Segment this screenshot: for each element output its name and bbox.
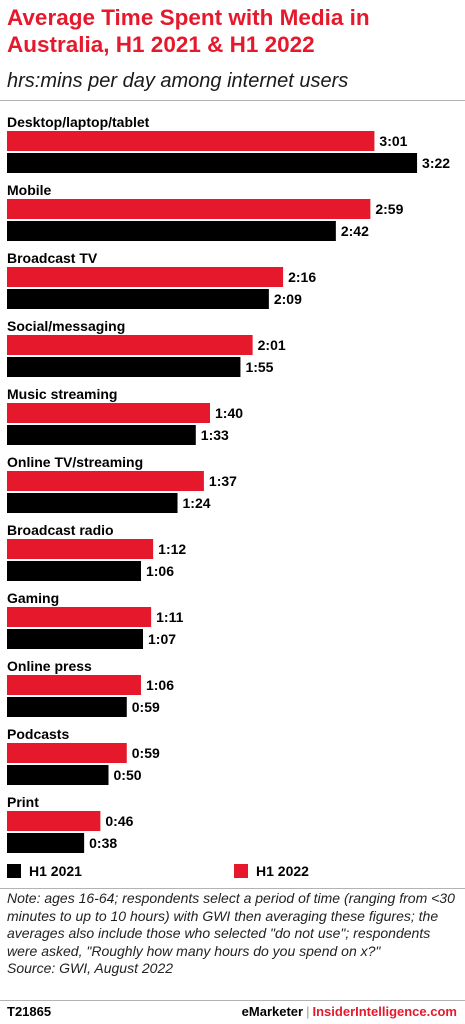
bar-h1-2021-music-streaming <box>7 425 196 445</box>
bar-h1-2022-mobile <box>7 199 371 219</box>
bar-h1-2022-music-streaming <box>7 403 210 423</box>
brand-primary: eMarketer <box>241 1004 304 1019</box>
bar-h1-2021-online-tv-streaming <box>7 493 178 513</box>
data-label-h1-2021-broadcast-tv: 2:09 <box>274 291 302 307</box>
legend-item-h1-2022: H1 2022 <box>234 862 309 880</box>
bar-h1-2021-online-press <box>7 697 127 717</box>
brand-credit: eMarketer | InsiderIntelligence.com <box>242 1004 457 1019</box>
header-divider <box>0 100 465 101</box>
legend-item-h1-2021: H1 2021 <box>7 862 82 880</box>
data-label-h1-2022-gaming: 1:11 <box>156 609 183 625</box>
data-label-h1-2021-music-streaming: 1:33 <box>201 427 229 443</box>
category-label-broadcast-tv: Broadcast TV <box>7 250 98 266</box>
data-label-h1-2021-desktop-laptop-tablet: 3:22 <box>422 155 450 171</box>
data-label-h1-2021-social-messaging: 1:55 <box>245 359 273 375</box>
category-label-desktop-laptop-tablet: Desktop/laptop/tablet <box>7 114 150 130</box>
legend-swatch-h1-2022 <box>234 864 248 878</box>
data-label-h1-2021-print: 0:38 <box>89 835 117 851</box>
data-label-h1-2021-mobile: 2:42 <box>341 223 369 239</box>
data-label-h1-2022-podcasts: 0:59 <box>132 745 160 761</box>
data-label-h1-2022-online-tv-streaming: 1:37 <box>209 473 237 489</box>
data-label-h1-2022-desktop-laptop-tablet: 3:01 <box>379 133 407 149</box>
bar-h1-2021-gaming <box>7 629 144 649</box>
brand-separator: | <box>306 1004 310 1019</box>
data-label-h1-2022-broadcast-tv: 2:16 <box>288 269 316 285</box>
category-label-mobile: Mobile <box>7 182 52 198</box>
data-label-h1-2022-online-press: 1:06 <box>146 677 174 693</box>
category-label-gaming: Gaming <box>7 590 59 606</box>
bar-h1-2022-print <box>7 811 101 831</box>
category-label-broadcast-radio: Broadcast radio <box>7 522 114 538</box>
data-label-h1-2022-mobile: 2:59 <box>375 201 403 217</box>
data-label-h1-2021-podcasts: 0:50 <box>114 767 142 783</box>
bar-h1-2022-online-press <box>7 675 141 695</box>
bar-h1-2021-social-messaging <box>7 357 241 377</box>
legend-label-h1-2021: H1 2021 <box>29 863 82 879</box>
category-label-print: Print <box>7 794 39 810</box>
bar-h1-2021-print <box>7 833 85 853</box>
chart-subtitle: hrs:mins per day among internet users <box>7 70 349 92</box>
bar-h1-2022-social-messaging <box>7 335 253 355</box>
footer-divider <box>0 888 465 889</box>
category-label-social-messaging: Social/messaging <box>7 318 125 334</box>
data-label-h1-2022-music-streaming: 1:40 <box>215 405 243 421</box>
chart-note: Note: ages 16-64; respondents select a p… <box>7 890 459 978</box>
bar-h1-2021-broadcast-tv <box>7 289 269 309</box>
legend-label-h1-2022: H1 2022 <box>256 863 309 879</box>
bar-h1-2021-podcasts <box>7 765 109 785</box>
chart-id: T21865 <box>7 1004 52 1019</box>
bar-h1-2022-podcasts <box>7 743 127 763</box>
chart-title: Average Time Spent with Media in Austral… <box>7 5 370 57</box>
data-label-h1-2021-broadcast-radio: 1:06 <box>146 563 174 579</box>
data-label-h1-2022-print: 0:46 <box>105 813 133 829</box>
bar-chart: Desktop/laptop/tablet 3:01 3:22 Mobile 2:59 2… <box>7 114 450 853</box>
data-label-h1-2021-online-tv-streaming: 1:24 <box>183 495 211 511</box>
data-label-h1-2021-gaming: 1:07 <box>148 631 176 647</box>
bar-h1-2022-online-tv-streaming <box>7 471 204 491</box>
data-label-h1-2021-online-press: 0:59 <box>132 699 160 715</box>
bar-h1-2021-mobile <box>7 221 336 241</box>
source-text: Source: GWI, August 2022 <box>7 960 174 976</box>
legend-swatch-h1-2021 <box>7 864 21 878</box>
brand-secondary: InsiderIntelligence.com <box>312 1004 458 1019</box>
category-label-music-streaming: Music streaming <box>7 386 117 402</box>
category-label-online-tv-streaming: Online TV/streaming <box>7 454 143 470</box>
data-label-h1-2022-broadcast-radio: 1:12 <box>158 541 186 557</box>
note-text: Note: ages 16-64; respondents select a p… <box>7 890 455 959</box>
bar-h1-2022-broadcast-tv <box>7 267 284 287</box>
bottom-divider <box>0 1000 465 1001</box>
bar-h1-2021-broadcast-radio <box>7 561 141 581</box>
bar-h1-2022-broadcast-radio <box>7 539 154 559</box>
data-label-h1-2022-social-messaging: 2:01 <box>258 337 286 353</box>
bar-h1-2022-gaming <box>7 607 152 627</box>
bar-h1-2021-desktop-laptop-tablet <box>7 153 418 173</box>
category-label-podcasts: Podcasts <box>7 726 69 742</box>
bar-h1-2022-desktop-laptop-tablet <box>7 131 375 151</box>
category-label-online-press: Online press <box>7 658 92 674</box>
